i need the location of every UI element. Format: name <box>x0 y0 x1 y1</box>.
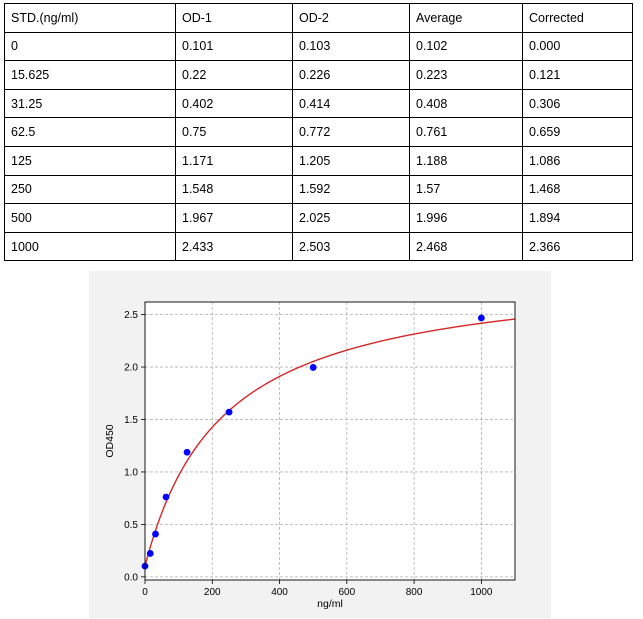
data-point <box>146 550 154 557</box>
y-tick-label: 0.0 <box>124 572 138 583</box>
data-point <box>477 314 485 322</box>
data-point <box>152 530 159 538</box>
table-row: 125 1.171 1.205 1.188 1.086 <box>4 145 633 176</box>
table-row: 250 1.548 1.592 1.57 1.468 <box>4 174 633 205</box>
cell-corrected: 1.468 <box>522 174 633 205</box>
cell-od1: 0.402 <box>175 88 293 119</box>
cell-od1: 0.101 <box>175 31 293 62</box>
cell-corrected: 2.366 <box>522 231 633 262</box>
cell-std: 250 <box>4 174 176 205</box>
cell-corrected: 0.306 <box>522 88 633 119</box>
header-od1: OD-1 <box>175 3 293 33</box>
cell-std: 15.625 <box>4 60 176 90</box>
plot-area <box>145 302 515 580</box>
y-tick-label: 2.5 <box>124 310 138 321</box>
cell-od2: 0.772 <box>292 117 410 147</box>
cell-average: 0.408 <box>409 88 523 119</box>
cell-std: 0 <box>4 31 176 62</box>
y-tick-label: 1.5 <box>124 415 138 426</box>
fit-curve <box>144 318 516 567</box>
data-points <box>141 314 485 570</box>
data-point <box>309 364 317 371</box>
cell-std: 500 <box>4 203 176 233</box>
cell-od1: 2.433 <box>175 231 293 262</box>
cell-od2: 0.103 <box>292 31 410 62</box>
cell-average: 2.468 <box>409 231 523 262</box>
cell-od1: 0.22 <box>175 60 293 90</box>
y-axis-label: OD450 <box>104 424 116 457</box>
cell-average: 1.996 <box>409 203 523 233</box>
data-point <box>162 493 170 501</box>
table-row: 62.5 0.75 0.772 0.761 0.659 <box>4 117 633 147</box>
cell-od1: 1.548 <box>175 174 293 205</box>
cell-average: 1.188 <box>409 145 523 176</box>
chart-frame: 0 200 400 600 800 1000 0.0 0.5 1.0 1.5 2.0 2.5 ng/m… <box>89 271 551 618</box>
cell-od2: 1.205 <box>292 145 410 176</box>
y-tick-label: 0.5 <box>124 520 138 531</box>
cell-corrected: 0.121 <box>522 60 633 90</box>
cell-od1: 1.171 <box>175 145 293 176</box>
header-average: Average <box>409 3 523 33</box>
cell-corrected: 1.086 <box>522 145 633 176</box>
cell-od2: 1.592 <box>292 174 410 205</box>
cell-corrected: 1.894 <box>522 203 633 233</box>
x-tick-label: 200 <box>204 587 221 598</box>
cell-od2: 0.414 <box>292 88 410 119</box>
cell-corrected: 0.659 <box>522 117 633 147</box>
cell-std: 125 <box>4 145 176 176</box>
standard-curve-chart: 0 200 400 600 800 1000 0.0 0.5 1.0 1.5 2.0 2.5 ng/m… <box>104 301 516 610</box>
cell-od2: 2.503 <box>292 231 410 262</box>
axis-ticks: 0 200 400 600 800 1000 0.0 0.5 1.0 1.5 2.0 2.5 <box>124 310 493 598</box>
cell-std: 31.25 <box>4 88 176 119</box>
data-point <box>225 408 233 416</box>
x-tick-label: 0 <box>142 587 148 598</box>
header-od2: OD-2 <box>292 3 410 33</box>
table-row: 31.25 0.402 0.414 0.408 0.306 <box>4 88 633 119</box>
cell-od2: 2.025 <box>292 203 410 233</box>
cell-average: 0.223 <box>409 60 523 90</box>
cell-corrected: 0.000 <box>522 31 633 62</box>
cell-od1: 1.967 <box>175 203 293 233</box>
cell-std: 1000 <box>4 231 176 262</box>
table-row: 15.625 0.22 0.226 0.223 0.121 <box>4 60 633 90</box>
table-row: 500 1.967 2.025 1.996 1.894 <box>4 203 633 233</box>
header-corrected: Corrected <box>522 3 633 33</box>
x-tick-label: 800 <box>406 587 423 598</box>
y-tick-label: 1.0 <box>124 467 138 478</box>
table-header-row: STD.(ng/ml) OD-1 OD-2 Average Corrected <box>4 3 633 33</box>
header-std: STD.(ng/ml) <box>4 3 176 33</box>
cell-od1: 0.75 <box>175 117 293 147</box>
table-row: 0 0.101 0.103 0.102 0.000 <box>4 31 633 62</box>
cell-average: 0.102 <box>409 31 523 62</box>
cell-average: 1.57 <box>409 174 523 205</box>
standard-curve-table: STD.(ng/ml) OD-1 OD-2 Average Corrected … <box>4 3 633 262</box>
y-tick-label: 2.0 <box>124 363 138 374</box>
x-tick-label: 600 <box>338 587 355 598</box>
data-point <box>183 448 191 456</box>
x-tick-label: 400 <box>271 587 288 598</box>
cell-od2: 0.226 <box>292 60 410 90</box>
table-row: 1000 2.433 2.503 2.468 2.366 <box>4 231 633 262</box>
x-axis-label: ng/ml <box>317 598 343 610</box>
cell-average: 0.761 <box>409 117 523 147</box>
cell-std: 62.5 <box>4 117 176 147</box>
x-tick-label: 1000 <box>470 587 493 598</box>
plot-border <box>144 301 516 581</box>
